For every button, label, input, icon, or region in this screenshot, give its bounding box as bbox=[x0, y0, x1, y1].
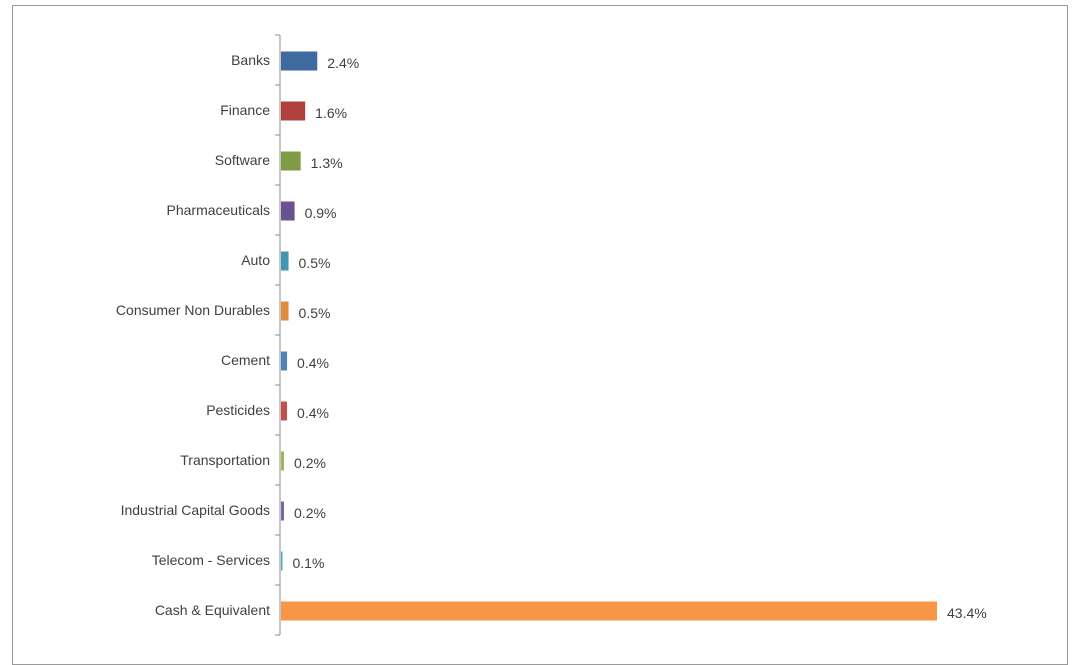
category-label: Consumer Non Durables bbox=[116, 302, 270, 318]
category-label: Auto bbox=[241, 252, 270, 268]
bars-layer bbox=[281, 51, 937, 621]
labels-layer: Banks 2.4% Finance 1.6% Software 1.3% Pharmace… bbox=[116, 52, 987, 621]
category-label: Industrial Capital Goods bbox=[121, 502, 270, 518]
bar-pharmaceuticals bbox=[281, 201, 295, 221]
value-label: 0.4% bbox=[297, 355, 329, 371]
bar-telecom-services bbox=[281, 551, 283, 571]
category-label: Cement bbox=[221, 352, 270, 368]
value-label: 0.1% bbox=[293, 555, 325, 571]
bar-pesticides bbox=[281, 401, 288, 421]
bar-industrial-capital-goods bbox=[281, 501, 285, 521]
value-label: 0.2% bbox=[294, 455, 326, 471]
chart-frame bbox=[12, 5, 1068, 665]
bar-software bbox=[281, 151, 301, 171]
category-label: Pharmaceuticals bbox=[167, 202, 271, 218]
value-label: 0.4% bbox=[297, 405, 329, 421]
category-label: Pesticides bbox=[206, 402, 270, 418]
category-label: Software bbox=[215, 152, 270, 168]
axis-layer bbox=[275, 34, 281, 636]
value-label: 1.6% bbox=[315, 105, 347, 121]
bar-finance bbox=[281, 101, 306, 121]
value-label: 43.4% bbox=[947, 605, 987, 621]
category-label: Finance bbox=[220, 102, 270, 118]
category-label: Cash & Equivalent bbox=[155, 602, 270, 618]
bar-consumer-non-durables bbox=[281, 301, 289, 321]
category-label: Telecom - Services bbox=[152, 552, 270, 568]
value-label: 1.3% bbox=[311, 155, 343, 171]
bar-transportation bbox=[281, 451, 285, 471]
value-label: 0.5% bbox=[299, 255, 331, 271]
value-label: 0.2% bbox=[294, 505, 326, 521]
bar-banks bbox=[281, 51, 318, 71]
bar-cement bbox=[281, 351, 288, 371]
category-label: Transportation bbox=[180, 452, 270, 468]
bar-cash-equivalent bbox=[281, 601, 937, 621]
value-label: 0.5% bbox=[299, 305, 331, 321]
value-label: 0.9% bbox=[305, 205, 337, 221]
bar-auto bbox=[281, 251, 289, 271]
category-label: Banks bbox=[231, 52, 270, 68]
value-label: 2.4% bbox=[327, 55, 359, 71]
